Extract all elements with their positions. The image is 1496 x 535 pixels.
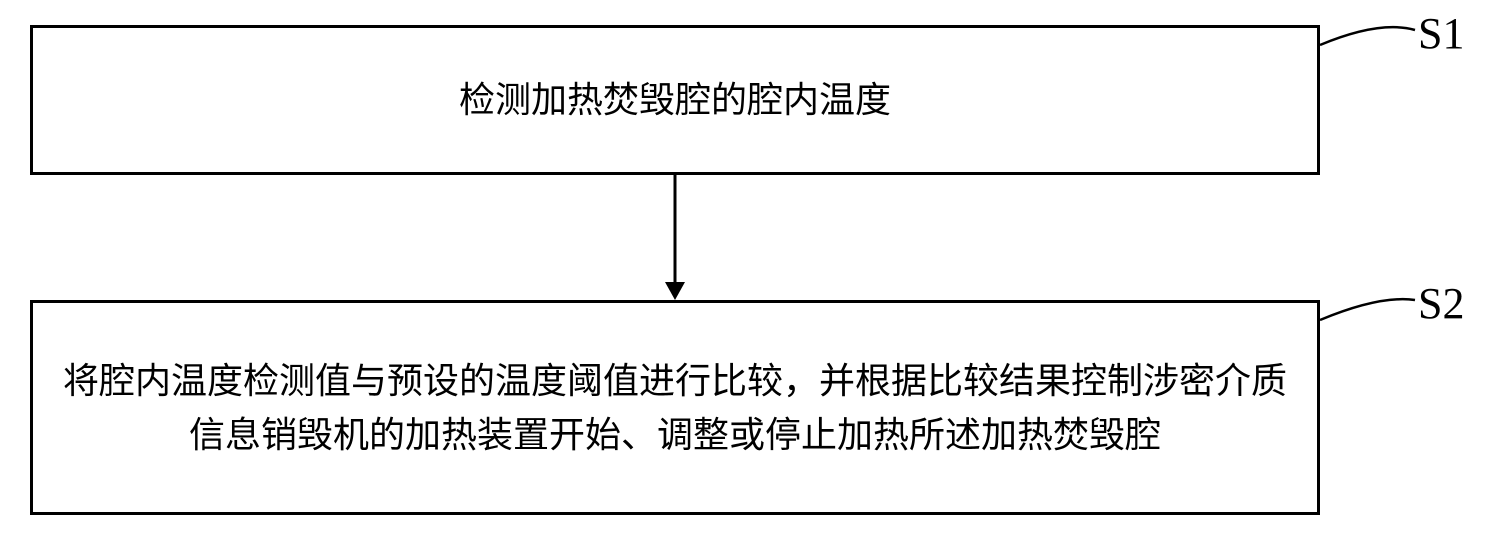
flowchart-node-s1-text: 检测加热焚毁腔的腔内温度	[439, 73, 911, 127]
flowchart-canvas: 检测加热焚毁腔的腔内温度 将腔内温度检测值与预设的温度阈值进行比较，并根据比较结…	[0, 0, 1496, 535]
flowchart-node-s1: 检测加热焚毁腔的腔内温度	[30, 25, 1320, 175]
step-label-s2: S2	[1418, 278, 1464, 329]
step-label-s1: S1	[1418, 8, 1464, 59]
flowchart-node-s2: 将腔内温度检测值与预设的温度阈值进行比较，并根据比较结果控制涉密介质信息销毁机的…	[30, 300, 1320, 515]
flowchart-node-s2-text: 将腔内温度检测值与预设的温度阈值进行比较，并根据比较结果控制涉密介质信息销毁机的…	[33, 354, 1317, 462]
